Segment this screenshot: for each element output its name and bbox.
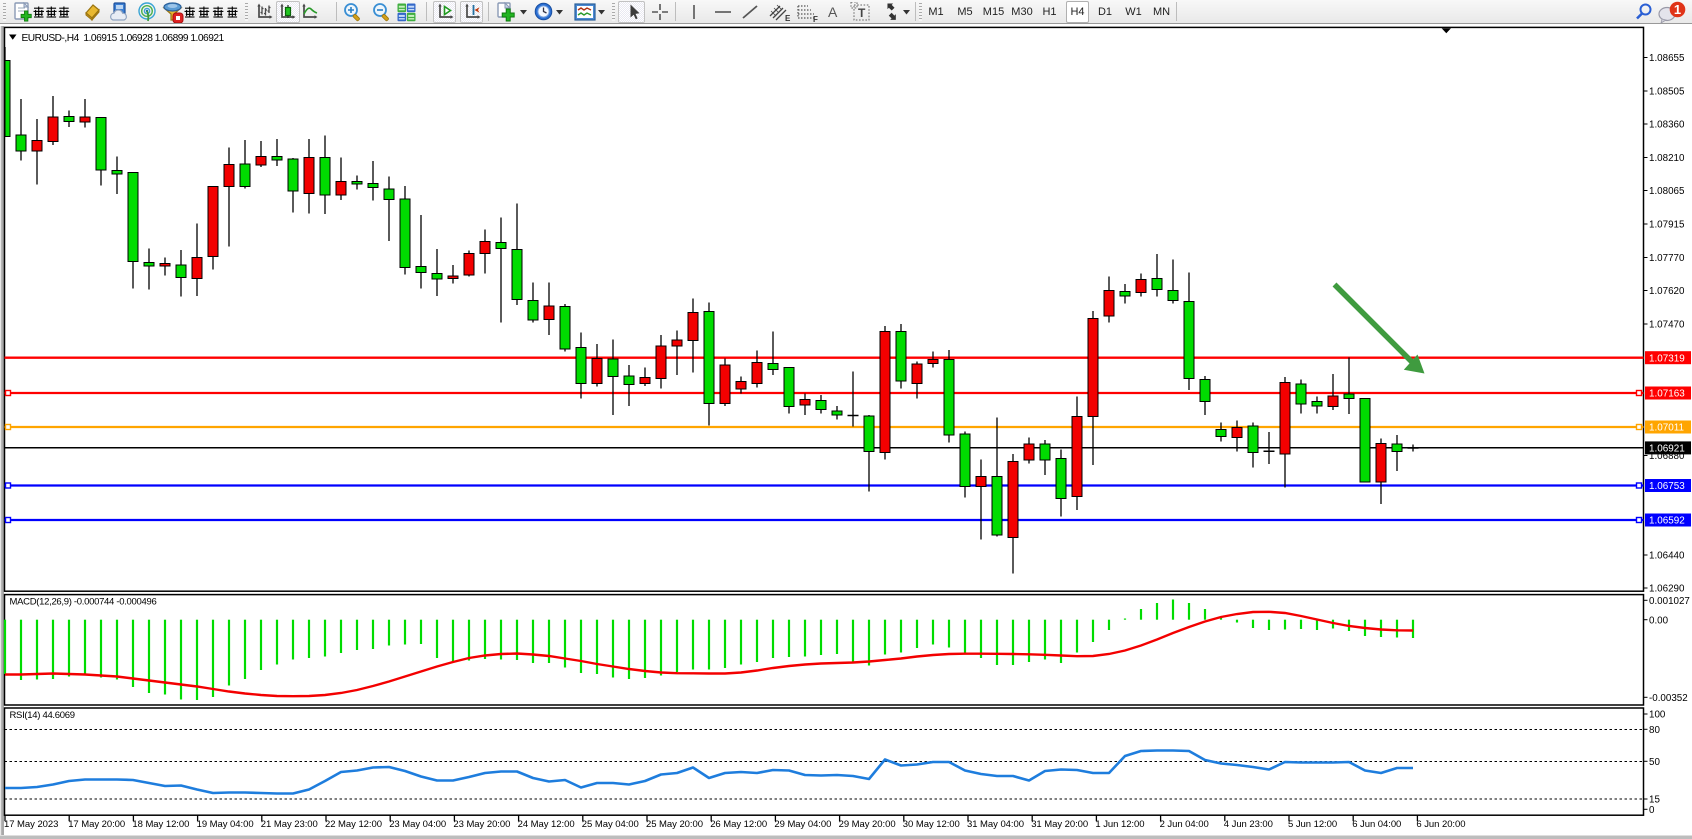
- svg-text:1.06753: 1.06753: [1649, 481, 1685, 492]
- svg-text:15: 15: [1649, 795, 1660, 806]
- svg-text:2 Jun 04:00: 2 Jun 04:00: [1160, 819, 1209, 830]
- svg-text:5 Jun 12:00: 5 Jun 12:00: [1288, 819, 1337, 830]
- svg-text:22 May 12:00: 22 May 12:00: [325, 819, 382, 830]
- svg-text:25 May 20:00: 25 May 20:00: [646, 819, 703, 830]
- svg-text:1.07770: 1.07770: [1649, 253, 1685, 264]
- svg-text:1.08655: 1.08655: [1649, 53, 1685, 64]
- svg-text:21 May 23:00: 21 May 23:00: [261, 819, 318, 830]
- svg-text:1.08210: 1.08210: [1649, 153, 1685, 164]
- svg-text:0.00: 0.00: [1649, 615, 1669, 626]
- svg-text:31 May 04:00: 31 May 04:00: [967, 819, 1024, 830]
- svg-text:23 May 04:00: 23 May 04:00: [389, 819, 446, 830]
- svg-text:50: 50: [1649, 757, 1660, 768]
- svg-text:1.06290: 1.06290: [1649, 584, 1685, 595]
- svg-text:1.07620: 1.07620: [1649, 286, 1685, 297]
- svg-text:0: 0: [1649, 805, 1655, 816]
- svg-text:1 Jun 12:00: 1 Jun 12:00: [1095, 819, 1144, 830]
- svg-text:24 May 12:00: 24 May 12:00: [518, 819, 575, 830]
- svg-text:1.06880: 1.06880: [1649, 451, 1685, 462]
- svg-text:29 May 04:00: 29 May 04:00: [774, 819, 831, 830]
- svg-text:1.07915: 1.07915: [1649, 220, 1685, 231]
- svg-text:19 May 04:00: 19 May 04:00: [197, 819, 254, 830]
- svg-text:1.08065: 1.08065: [1649, 186, 1685, 197]
- svg-text:1.07470: 1.07470: [1649, 320, 1685, 331]
- svg-text:17 May 2023: 17 May 2023: [4, 819, 58, 830]
- svg-text:1.07163: 1.07163: [1649, 389, 1685, 400]
- svg-text:4 Jun 23:00: 4 Jun 23:00: [1224, 819, 1273, 830]
- svg-text:17 May 20:00: 17 May 20:00: [68, 819, 125, 830]
- svg-text:1.08505: 1.08505: [1649, 87, 1685, 98]
- svg-text:100: 100: [1649, 710, 1666, 721]
- svg-text:1.06921: 1.06921: [1649, 444, 1685, 455]
- svg-text:-0.00352: -0.00352: [1649, 693, 1688, 704]
- svg-text:1.06440: 1.06440: [1649, 551, 1685, 562]
- svg-text:T: T: [858, 6, 866, 20]
- svg-text:25 May 04:00: 25 May 04:00: [582, 819, 639, 830]
- svg-text:E: E: [785, 14, 791, 23]
- svg-text:26 May 12:00: 26 May 12:00: [710, 819, 767, 830]
- svg-text:23 May 20:00: 23 May 20:00: [453, 819, 510, 830]
- svg-text:0.001027: 0.001027: [1649, 596, 1690, 607]
- svg-text:1.07319: 1.07319: [1649, 353, 1685, 364]
- svg-text:RSI(14) 44.6069: RSI(14) 44.6069: [10, 710, 75, 721]
- svg-text:1: 1: [1674, 2, 1681, 17]
- svg-text:1.07011: 1.07011: [1649, 423, 1684, 434]
- svg-text:EURUSD-,H4 1.06915 1.06928 1.: EURUSD-,H4 1.06915 1.06928 1.06899 1.069…: [22, 33, 225, 44]
- svg-text:80: 80: [1649, 725, 1660, 736]
- svg-text:MACD(12,26,9) -0.000744 -0.000: MACD(12,26,9) -0.000744 -0.000496: [10, 597, 157, 608]
- svg-text:6 Jun 20:00: 6 Jun 20:00: [1416, 819, 1465, 830]
- svg-text:31 May 20:00: 31 May 20:00: [1031, 819, 1088, 830]
- svg-text:1.08360: 1.08360: [1649, 120, 1685, 131]
- svg-text:18 May 12:00: 18 May 12:00: [132, 819, 189, 830]
- svg-text:29 May 20:00: 29 May 20:00: [839, 819, 896, 830]
- svg-text:F: F: [813, 15, 818, 23]
- svg-text:30 May 12:00: 30 May 12:00: [903, 819, 960, 830]
- svg-text:6 Jun 04:00: 6 Jun 04:00: [1352, 819, 1401, 830]
- svg-text:1.06592: 1.06592: [1649, 516, 1685, 527]
